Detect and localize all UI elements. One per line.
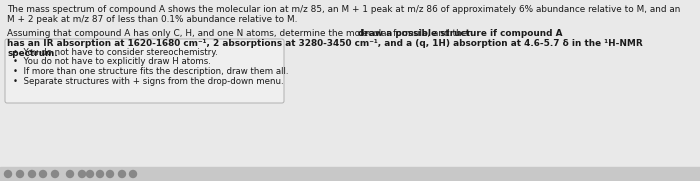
Text: •  You do not have to explicitly draw H atoms.: • You do not have to explicitly draw H a… [13, 58, 211, 66]
Text: •  You do not have to consider stereochemistry.: • You do not have to consider stereochem… [13, 48, 218, 57]
Circle shape [87, 171, 94, 178]
Circle shape [78, 171, 85, 178]
Circle shape [97, 171, 104, 178]
Circle shape [17, 171, 24, 178]
Text: •  If more than one structure fits the description, draw them all.: • If more than one structure fits the de… [13, 67, 288, 76]
Circle shape [66, 171, 74, 178]
Text: The mass spectrum of compound A shows the molecular ion at m/z 85, an M + 1 peak: The mass spectrum of compound A shows th… [7, 5, 680, 14]
Circle shape [4, 171, 11, 178]
Bar [0, 167, 700, 181]
Text: draw a possible structure if compound A: draw a possible structure if compound A [358, 29, 563, 38]
FancyBboxPatch shape [5, 39, 284, 103]
Text: M + 2 peak at m/z 87 of less than 0.1% abundance relative to M.: M + 2 peak at m/z 87 of less than 0.1% a… [7, 15, 298, 24]
Circle shape [52, 171, 59, 178]
Text: has an IR absorption at 1620-1680 cm⁻¹, 2 absorptions at 3280-3450 cm⁻¹, and a (: has an IR absorption at 1620-1680 cm⁻¹, … [7, 39, 643, 48]
Circle shape [130, 171, 136, 178]
Circle shape [29, 171, 36, 178]
Circle shape [39, 171, 46, 178]
Circle shape [118, 171, 125, 178]
Text: Assuming that compound A has only C, H, and one N atoms, determine the molecular: Assuming that compound A has only C, H, … [7, 29, 476, 38]
Text: spectrum.: spectrum. [7, 49, 57, 58]
Circle shape [106, 171, 113, 178]
Text: •  Separate structures with + signs from the drop-down menu.: • Separate structures with + signs from … [13, 77, 284, 85]
